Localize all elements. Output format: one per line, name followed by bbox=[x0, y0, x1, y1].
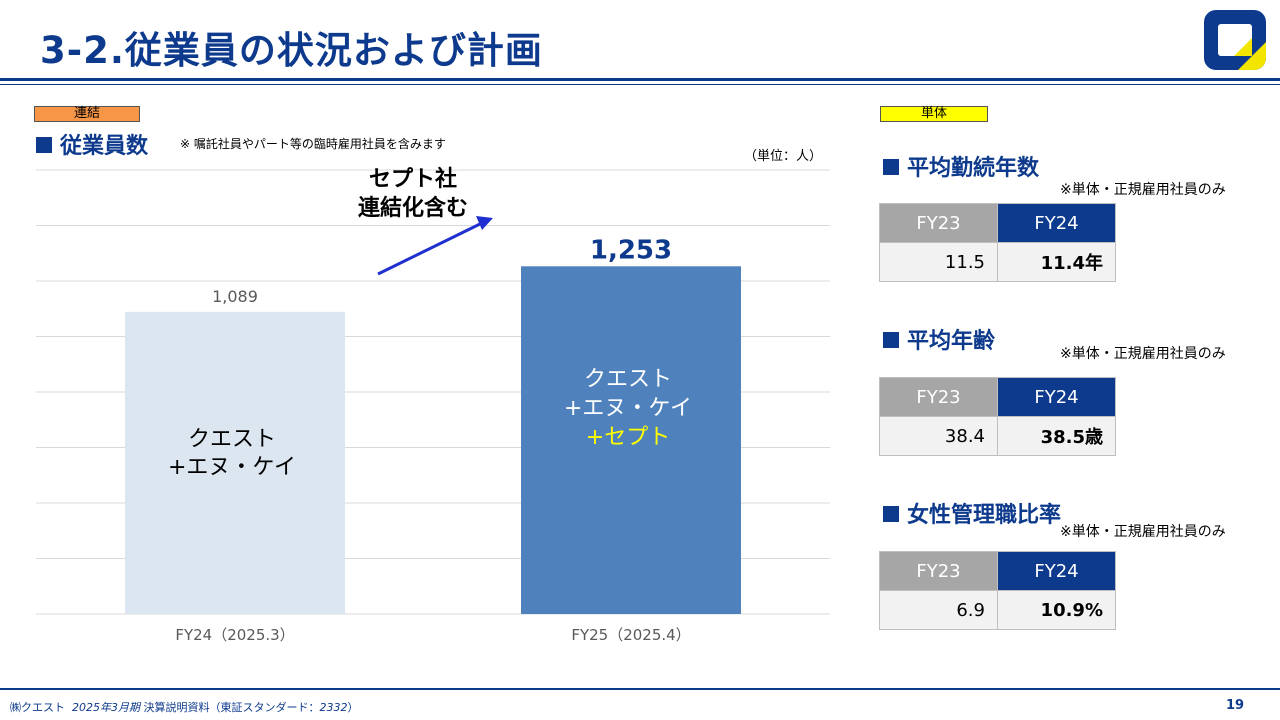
page-title: 3-2.従業員の状況および計画 bbox=[40, 29, 543, 72]
x-tick-label: FY24（2025.3） bbox=[175, 626, 294, 644]
data-label-1: 1,089 bbox=[212, 287, 258, 306]
annotation-line1: セプト社 bbox=[369, 166, 457, 192]
square-bullet-icon bbox=[883, 506, 899, 522]
arrow-head-icon bbox=[476, 216, 493, 230]
footer-rule bbox=[0, 688, 1280, 690]
standalone-tag: 単体 bbox=[880, 106, 988, 122]
female-manager-note: ※単体・正規雇用社員のみ bbox=[1060, 524, 1226, 540]
employee-count-heading: 従業員数 bbox=[36, 128, 148, 160]
bar-2-label-line2: +エヌ・ケイ bbox=[564, 396, 692, 421]
age-col-fy24: FY24 bbox=[997, 377, 1116, 417]
ratio-fy23-value: 6.9 bbox=[879, 590, 998, 630]
ratio-fy24-value: 10.9% bbox=[997, 590, 1116, 630]
tenure-fy23-value: 11.5 bbox=[879, 242, 998, 282]
bar-2-label-line1: クエスト bbox=[584, 367, 672, 392]
square-bullet-icon bbox=[36, 137, 52, 153]
tenure-fy24-value: 11.4年 bbox=[997, 242, 1116, 282]
x-tick-label: FY25（2025.4） bbox=[571, 626, 690, 644]
female-manager-ratio-heading: 女性管理職比率 bbox=[883, 497, 1061, 529]
square-bullet-icon bbox=[883, 332, 899, 348]
average-age-note: ※単体・正規雇用社員のみ bbox=[1060, 346, 1226, 362]
ratio-col-fy23: FY23 bbox=[879, 551, 998, 591]
age-col-fy23: FY23 bbox=[879, 377, 998, 417]
tenure-heading: 平均勤続年数 bbox=[883, 150, 1039, 182]
age-fy24-value: 38.5歳 bbox=[997, 416, 1116, 456]
bar-1-label-line2: +エヌ・ケイ bbox=[168, 455, 296, 480]
arrow-shaft bbox=[377, 222, 481, 276]
bar-2-label-line3: +セプト bbox=[586, 425, 670, 450]
consolidated-tag: 連結 bbox=[34, 106, 140, 122]
average-age-table: FY23 FY24 38.4 38.5歳 bbox=[879, 377, 1116, 456]
female-manager-table: FY23 FY24 6.9 10.9% bbox=[879, 551, 1116, 630]
square-bullet-icon bbox=[883, 159, 899, 175]
header-rule-thin bbox=[0, 84, 1280, 85]
tenure-note: ※単体・正規雇用社員のみ bbox=[1060, 182, 1226, 198]
company-logo-icon bbox=[1204, 10, 1266, 70]
bar-1 bbox=[125, 311, 345, 614]
tenure-col-fy23: FY23 bbox=[879, 203, 998, 243]
bar-2 bbox=[521, 266, 741, 614]
tenure-col-fy24: FY24 bbox=[997, 203, 1116, 243]
average-age-heading: 平均年齢 bbox=[883, 323, 995, 355]
page-number: 19 bbox=[1226, 698, 1245, 713]
bar-1-label-line1: クエスト bbox=[188, 427, 276, 452]
header-rule bbox=[0, 78, 1280, 81]
data-label-2: 1,253 bbox=[590, 235, 672, 265]
annotation-line2: 連結化含む bbox=[358, 195, 468, 221]
tenure-table: FY23 FY24 11.5 11.4年 bbox=[879, 203, 1116, 282]
age-fy23-value: 38.4 bbox=[879, 416, 998, 456]
footer-text: ㈱クエスト 2025年3月期 決算説明資料（東証スタンダード：2332） bbox=[10, 701, 359, 714]
ratio-col-fy24: FY24 bbox=[997, 551, 1116, 591]
employee-note: ※ 嘱託社員やパート等の臨時雇用社員を含みます bbox=[180, 137, 446, 151]
unit-label: （単位：人） bbox=[744, 149, 823, 164]
